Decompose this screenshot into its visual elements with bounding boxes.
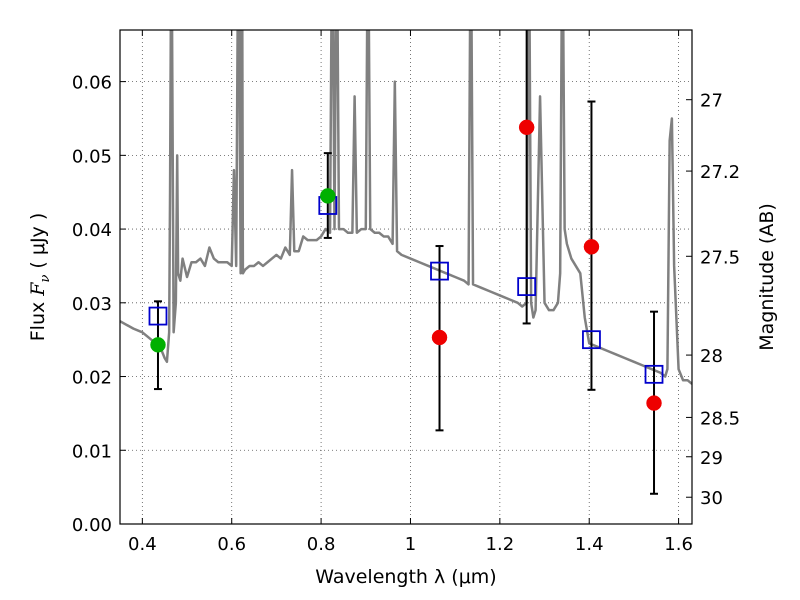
x-tick-label: 0.4 xyxy=(128,534,157,555)
y2-tick-label: 27.2 xyxy=(700,162,740,183)
y-tick-label: 0.05 xyxy=(72,146,112,167)
y2-tick-label: 28.5 xyxy=(700,408,740,429)
model-point xyxy=(430,261,449,281)
y-axis-label-prefix: Flux xyxy=(27,296,49,342)
axis-tick-labels: 0.4 0.6 0.8 1 1.2 1.4 1.6 0.00 0.01 0.02 0.03 0.04 0… xyxy=(72,73,740,555)
model-markers xyxy=(148,196,664,384)
y-tick-label: 0.00 xyxy=(72,515,112,536)
model-point xyxy=(582,330,601,350)
y-tick-label: 0.03 xyxy=(72,294,112,315)
y2-axis-label: Magnitude (AB) xyxy=(756,203,778,351)
model-point xyxy=(644,364,664,384)
undetected-point xyxy=(518,119,535,136)
y-tick-label: 0.04 xyxy=(72,220,112,241)
y-axis-label-suffix: ( μJy ) xyxy=(27,213,49,275)
plot-frame xyxy=(119,29,693,525)
model-point xyxy=(148,306,168,326)
y2-tick-label: 28 xyxy=(700,346,723,367)
plot-area xyxy=(120,30,692,495)
y2-tick-label: 27.5 xyxy=(700,247,740,268)
x-tick-label: 1.6 xyxy=(664,534,693,555)
x-tick-label: 1 xyxy=(405,534,416,555)
undetected-point xyxy=(583,239,600,255)
x-tick-label: 0.8 xyxy=(307,534,336,555)
undetected-point xyxy=(646,395,662,411)
detected-point xyxy=(150,337,166,353)
x-tick-label: 0.6 xyxy=(217,534,246,555)
y-tick-label: 0.01 xyxy=(72,441,112,462)
y2-tick-label: 29 xyxy=(700,448,723,469)
undetected-point xyxy=(431,329,448,346)
x-tick-label: 1.4 xyxy=(575,534,604,555)
sed-template-line xyxy=(120,30,692,385)
observed-markers xyxy=(150,119,662,411)
y-axis-label-subscript: ν xyxy=(38,275,53,283)
y-axis-label-symbol: F xyxy=(27,282,49,297)
plot-background xyxy=(120,30,692,524)
y-axis-label: Flux Fν ( μJy ) xyxy=(27,213,53,342)
model-point xyxy=(517,277,537,296)
x-tick-label: 1.2 xyxy=(486,534,515,555)
y2-tick-label: 27 xyxy=(700,91,723,112)
y2-tick-label: 30 xyxy=(700,488,723,509)
y-tick-label: 0.06 xyxy=(72,73,112,94)
x-axis-label: Wavelength λ (μm) xyxy=(315,566,496,588)
axis-ticks xyxy=(120,30,692,525)
detected-point xyxy=(320,188,336,204)
y-tick-label: 0.02 xyxy=(72,368,112,389)
